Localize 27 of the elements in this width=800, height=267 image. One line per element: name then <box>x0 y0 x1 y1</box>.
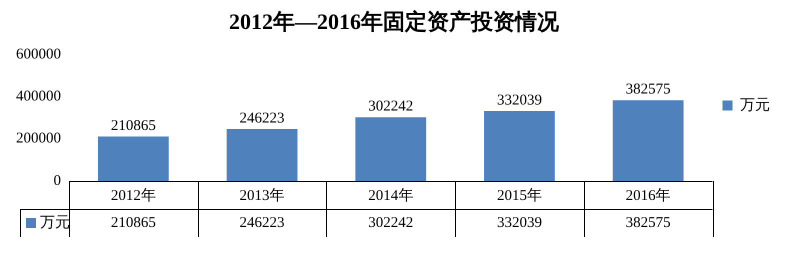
annotation: 210865 <box>110 118 156 134</box>
annotation: 246223 <box>240 110 285 126</box>
y-tick-label: 400000 <box>16 88 61 105</box>
annotation: 382575 <box>626 82 671 98</box>
bar <box>226 129 298 181</box>
x-tick-label: 2016年 <box>626 186 671 204</box>
x-tick-label: 2015年 <box>496 186 542 204</box>
bar <box>484 110 555 181</box>
annotation: 302242 <box>368 98 414 115</box>
data-label: 210865 <box>110 214 156 231</box>
text: 万元 <box>40 214 70 231</box>
bar <box>355 117 426 181</box>
annotation: 332039 <box>496 92 542 108</box>
x-tick-label: 2012年 <box>110 186 156 204</box>
data-label: 302242 <box>368 214 414 231</box>
y-tick-label: 0 <box>54 172 61 189</box>
data-label: 246223 <box>240 214 285 231</box>
legend-label: 万元 <box>740 97 770 114</box>
y-tick-label: 600000 <box>16 46 61 62</box>
x-tick-label: 2013年 <box>240 186 285 204</box>
y-tick-label: 200000 <box>16 130 61 147</box>
chart-title: 2012年—2016年固定资产投资情况 <box>229 8 560 34</box>
data-label: 332039 <box>496 214 542 231</box>
bar <box>98 136 169 181</box>
data-label: 382575 <box>626 214 671 231</box>
bar <box>612 100 684 181</box>
x-tick-label: 2014年 <box>368 186 414 204</box>
